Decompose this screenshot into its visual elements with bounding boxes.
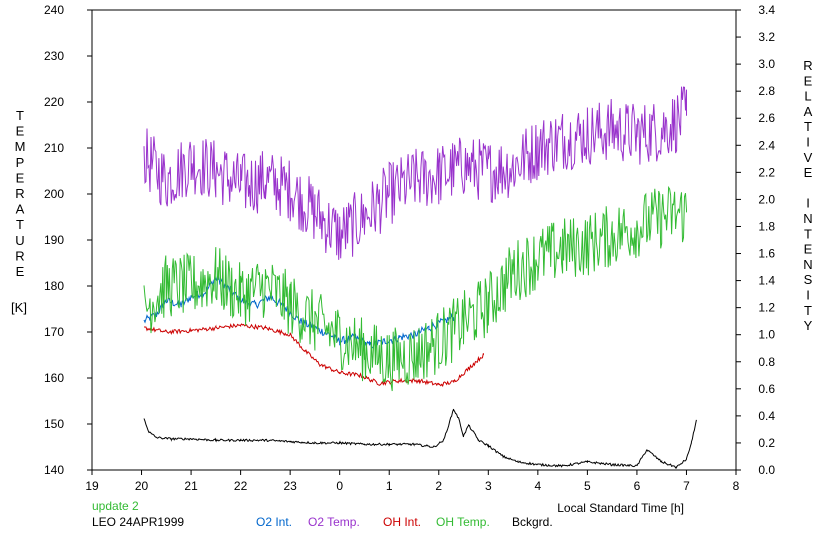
y-right-tick-label: 0.6 bbox=[758, 382, 775, 396]
axis-label-letter: E bbox=[16, 124, 25, 139]
axis-label-letter: T bbox=[16, 217, 24, 232]
axis-label-letter: R bbox=[15, 186, 24, 201]
legend-entry: O2 Int. bbox=[256, 515, 292, 529]
x-tick-label: 22 bbox=[234, 479, 248, 493]
y-left-tick-label: 210 bbox=[44, 141, 64, 155]
y-right-tick-label: 0.2 bbox=[758, 436, 775, 450]
y-right-tick-label: 1.2 bbox=[758, 301, 775, 315]
x-tick-label: 23 bbox=[283, 479, 297, 493]
x-tick-label: 2 bbox=[435, 479, 442, 493]
y-right-tick-label: 0.4 bbox=[758, 409, 775, 423]
axis-label-letter: E bbox=[804, 165, 813, 180]
axis-label-letter: M bbox=[15, 139, 26, 154]
y-right-tick-label: 2.4 bbox=[758, 138, 775, 152]
x-axis-label: Local Standard Time [h] bbox=[557, 501, 684, 515]
y-left-tick-label: 200 bbox=[44, 187, 64, 201]
legend-entry: Bckgrd. bbox=[512, 515, 553, 529]
axis-label-letter: T bbox=[16, 108, 24, 123]
y-right-tick-label: 3.4 bbox=[758, 3, 775, 17]
y-left-axis-unit: [K] bbox=[11, 300, 27, 315]
series-line-bckgrd bbox=[143, 408, 697, 470]
axis-label-letter: U bbox=[15, 233, 24, 248]
axis-label-letter: I bbox=[806, 196, 810, 211]
axis-label-letter: N bbox=[803, 211, 812, 226]
axis-label-letter: T bbox=[804, 303, 812, 318]
axis-label-letter: A bbox=[16, 202, 25, 217]
axis-label-letter: S bbox=[804, 272, 813, 287]
y-right-tick-label: 1.6 bbox=[758, 247, 775, 261]
y-right-tick-label: 2.0 bbox=[758, 192, 775, 206]
x-tick-label: 1 bbox=[386, 479, 393, 493]
axis-label-letter: P bbox=[16, 155, 25, 170]
x-tick-label: 6 bbox=[634, 479, 641, 493]
series-line-o2-temp bbox=[143, 86, 687, 260]
y-right-tick-label: 2.8 bbox=[758, 84, 775, 98]
series-layer bbox=[143, 86, 697, 470]
series-line-oh-int bbox=[144, 323, 484, 388]
axis-label-letter: T bbox=[804, 226, 812, 241]
axis-label-letter: R bbox=[803, 58, 812, 73]
x-tick-label: 8 bbox=[733, 479, 740, 493]
y-left-tick-label: 240 bbox=[44, 3, 64, 17]
x-tick-label: 7 bbox=[683, 479, 690, 493]
y-left-tick-label: 140 bbox=[44, 463, 64, 477]
axis-label-letter: E bbox=[804, 242, 813, 257]
y-left-tick-label: 190 bbox=[44, 233, 64, 247]
axis-label-letter: T bbox=[804, 119, 812, 134]
x-tick-label: 0 bbox=[336, 479, 343, 493]
plot-area bbox=[91, 9, 737, 471]
axis-label-letter: R bbox=[15, 248, 24, 263]
y-right-tick-label: 2.6 bbox=[758, 111, 775, 125]
y-left-axis-ticks: 140 150 160 170 180 190 200 210 220 230 240 bbox=[44, 3, 92, 477]
x-tick-label: 19 bbox=[85, 479, 99, 493]
legend-entry: O2 Temp. bbox=[308, 515, 360, 529]
axis-label-letter: E bbox=[16, 170, 25, 185]
legend-entry: OH Temp. bbox=[436, 515, 490, 529]
y-left-tick-label: 150 bbox=[44, 417, 64, 431]
x-tick-label: 4 bbox=[535, 479, 542, 493]
y-left-tick-label: 230 bbox=[44, 49, 64, 63]
axis-label-letter: Y bbox=[804, 318, 813, 333]
x-tick-label: 5 bbox=[584, 479, 591, 493]
legend-entry: OH Int. bbox=[383, 515, 421, 529]
axis-label-letter: I bbox=[806, 288, 810, 303]
y-right-tick-label: 1.8 bbox=[758, 219, 775, 233]
series-line-oh-temp bbox=[143, 185, 687, 392]
axis-label-letter: A bbox=[804, 104, 813, 119]
y-right-tick-label: 3.2 bbox=[758, 30, 775, 44]
x-tick-label: 20 bbox=[135, 479, 149, 493]
y-right-tick-label: 1.4 bbox=[758, 274, 775, 288]
update-annotation: update 2 bbox=[92, 499, 139, 513]
axis-label-letter: N bbox=[803, 257, 812, 272]
y-right-axis-ticks: 0.0 0.2 0.4 0.6 0.8 1.0 1.2 1.4 1.6 1.8 2.0 2.2 2.4 2… bbox=[736, 3, 775, 477]
y-right-tick-label: 2.2 bbox=[758, 165, 775, 179]
y-right-tick-label: 0.8 bbox=[758, 355, 775, 369]
legend: O2 Int. O2 Temp. OH Int. OH Temp. Bckgrd. bbox=[256, 515, 553, 529]
station-annotation: LEO 24APR1999 bbox=[92, 515, 184, 529]
y-left-tick-label: 220 bbox=[44, 95, 64, 109]
x-tick-label: 3 bbox=[485, 479, 492, 493]
y-right-tick-label: 0.0 bbox=[758, 463, 775, 477]
y-left-tick-label: 180 bbox=[44, 279, 64, 293]
axis-label-letter: V bbox=[804, 150, 813, 165]
axis-label-letter: I bbox=[806, 135, 810, 150]
axis-label-letter: L bbox=[804, 89, 811, 104]
x-tick-label: 21 bbox=[184, 479, 198, 493]
y-left-tick-label: 170 bbox=[44, 325, 64, 339]
y-right-tick-label: 1.0 bbox=[758, 328, 775, 342]
axis-label-letter: E bbox=[804, 73, 813, 88]
x-axis-ticks: 19 20 21 22 23 0 1 2 3 4 5 6 7 8 bbox=[85, 470, 740, 493]
axis-label-letter: E bbox=[16, 264, 25, 279]
y-left-tick-label: 160 bbox=[44, 371, 64, 385]
y-right-tick-label: 3.0 bbox=[758, 57, 775, 71]
